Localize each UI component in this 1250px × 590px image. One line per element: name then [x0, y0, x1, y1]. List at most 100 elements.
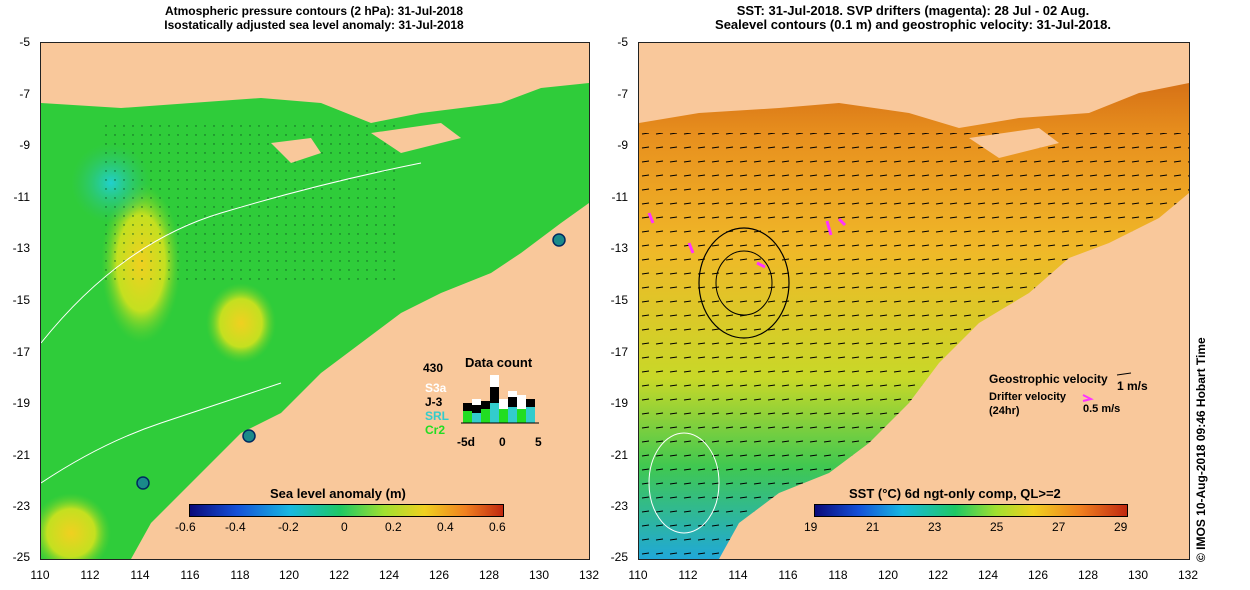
y-tick: -7: [617, 87, 628, 101]
bar-stack: [463, 375, 535, 423]
y-tick: -17: [12, 345, 30, 359]
x-tick: 124: [977, 568, 999, 582]
anomaly-high-southwest: [41, 493, 111, 559]
x-tick: 132: [578, 568, 600, 582]
right-colorbar: [814, 504, 1128, 517]
mission-s3a: S3a: [425, 381, 447, 395]
y-tick: -25: [12, 550, 30, 564]
y-tick: -9: [617, 138, 628, 152]
y-tick: -7: [19, 87, 30, 101]
y-tick: -19: [610, 396, 628, 410]
x-tick: 132: [1177, 568, 1199, 582]
data-count-title: Data count: [465, 355, 533, 370]
sst-map-svg: [639, 43, 1189, 559]
right-x-axis: 110 112 114 116 118 120 122 124 126 128 …: [623, 568, 1213, 586]
geostrophic-velocity-label: Geostrophic velocity: [989, 372, 1108, 386]
x-tick: 114: [130, 568, 150, 582]
left-cbar-tick: -0.6: [175, 520, 196, 534]
x-tick: 126: [428, 568, 450, 582]
x-tick: 130: [528, 568, 550, 582]
left-map[interactable]: Data count 430 S3a J-3 SRL Cr2 -5d 0 5 S…: [40, 42, 590, 560]
left-cbar-tick: -0.2: [278, 520, 299, 534]
y-tick: -13: [12, 241, 30, 255]
data-count-tick-start: -5d: [457, 435, 475, 449]
left-colorbar: [189, 504, 504, 517]
y-tick: -11: [611, 190, 628, 204]
mission-j3: J-3: [425, 395, 443, 409]
y-tick: -25: [610, 550, 628, 564]
y-tick: -23: [12, 499, 30, 513]
right-title-line1: SST: 31-Jul-2018. SVP drifters (magenta)…: [736, 3, 1090, 18]
drifter-velocity-label: Drifter velocity: [989, 391, 1067, 403]
mission-cr2: Cr2: [425, 423, 446, 437]
sealevel-contour-south: [648, 432, 720, 534]
left-cbar-tick: 0.4: [437, 520, 454, 534]
right-cbar-tick: 21: [866, 520, 880, 534]
drifter-velocity-label-24hr: (24hr): [989, 405, 1020, 417]
right-colorbar-ticks: 19 21 23 25 27 29: [804, 520, 1144, 536]
x-tick: 120: [278, 568, 300, 582]
y-tick: -5: [19, 35, 30, 49]
x-tick: 112: [678, 568, 698, 582]
left-colorbar-title: Sea level anomaly (m): [270, 486, 406, 501]
y-tick: -19: [12, 396, 30, 410]
data-count-inset: Data count 430 S3a J-3 SRL Cr2 -5d 0 5: [423, 355, 553, 455]
x-tick: 120: [877, 568, 899, 582]
drifter-velocity-scale: 0.5 m/s: [1083, 403, 1121, 415]
data-count-max: 430: [423, 361, 444, 375]
x-tick: 110: [30, 568, 50, 582]
land-australia: [719, 193, 1189, 559]
left-x-axis: 110 112 114 116 118 120 122 124 126 128 …: [25, 568, 605, 586]
drifter-scale-arrow: [1082, 394, 1094, 402]
tide-gauge-marker-1[interactable]: [552, 233, 566, 247]
left-cbar-tick: 0: [341, 520, 348, 534]
right-cbar-tick: 25: [990, 520, 1004, 534]
mission-srl: SRL: [425, 409, 449, 423]
land-sumba: [271, 138, 321, 163]
y-tick: -11: [13, 190, 30, 204]
geostrophic-scale-arrow: [1116, 372, 1132, 376]
y-tick: -21: [12, 448, 30, 462]
x-tick: 128: [1077, 568, 1099, 582]
geostrophic-velocity-scale: 1 m/s: [1117, 379, 1148, 393]
left-cbar-tick: -0.4: [225, 520, 246, 534]
svp-drifter-tracks: [647, 212, 847, 269]
right-cbar-tick: 27: [1052, 520, 1066, 534]
right-cbar-tick: 23: [928, 520, 942, 534]
eddy-contour-2: [715, 250, 773, 316]
pressure-contour-1: [41, 382, 282, 484]
y-tick: -5: [617, 35, 628, 49]
x-tick: 122: [328, 568, 350, 582]
x-tick: 116: [180, 568, 200, 582]
sea-level-map-svg: [41, 43, 589, 559]
left-title-line2: Isostatically adjusted sea level anomaly…: [164, 18, 464, 32]
land-timor: [969, 128, 1059, 158]
y-tick: -17: [610, 345, 628, 359]
land-indonesia: [41, 43, 589, 123]
left-title-line1: Atmospheric pressure contours (2 hPa): 3…: [164, 4, 464, 18]
right-title-line2: Sealevel contours (0.1 m) and geostrophi…: [715, 17, 1111, 32]
x-tick: 126: [1027, 568, 1049, 582]
tide-gauge-marker-2[interactable]: [242, 429, 256, 443]
x-tick: 118: [828, 568, 848, 582]
left-colorbar-ticks: -0.6 -0.4 -0.2 0 0.2 0.4 0.6: [175, 520, 515, 536]
land-australia: [131, 203, 589, 559]
left-y-axis: -5 -7 -9 -11 -13 -15 -17 -19 -21 -23 -25: [0, 35, 38, 565]
left-title: Atmospheric pressure contours (2 hPa): 3…: [40, 4, 588, 32]
pressure-contour-2: [41, 162, 422, 344]
right-colorbar-title: SST (°C) 6d ngt-only comp, QL>=2: [849, 486, 1061, 501]
x-tick: 124: [378, 568, 400, 582]
y-tick: -15: [610, 293, 628, 307]
y-tick: -15: [12, 293, 30, 307]
x-tick: 130: [1127, 568, 1149, 582]
left-cbar-tick: 0.2: [385, 520, 402, 534]
y-tick: -21: [610, 448, 628, 462]
land-timor: [371, 123, 461, 153]
right-map[interactable]: Geostrophic velocity 1 m/s Drifter veloc…: [638, 42, 1190, 560]
x-tick: 122: [927, 568, 949, 582]
tide-gauge-marker-3[interactable]: [136, 476, 150, 490]
anomaly-high-center: [206, 283, 276, 363]
x-tick: 114: [728, 568, 748, 582]
x-tick: 116: [778, 568, 798, 582]
right-title: SST: 31-Jul-2018. SVP drifters (magenta)…: [638, 4, 1188, 32]
